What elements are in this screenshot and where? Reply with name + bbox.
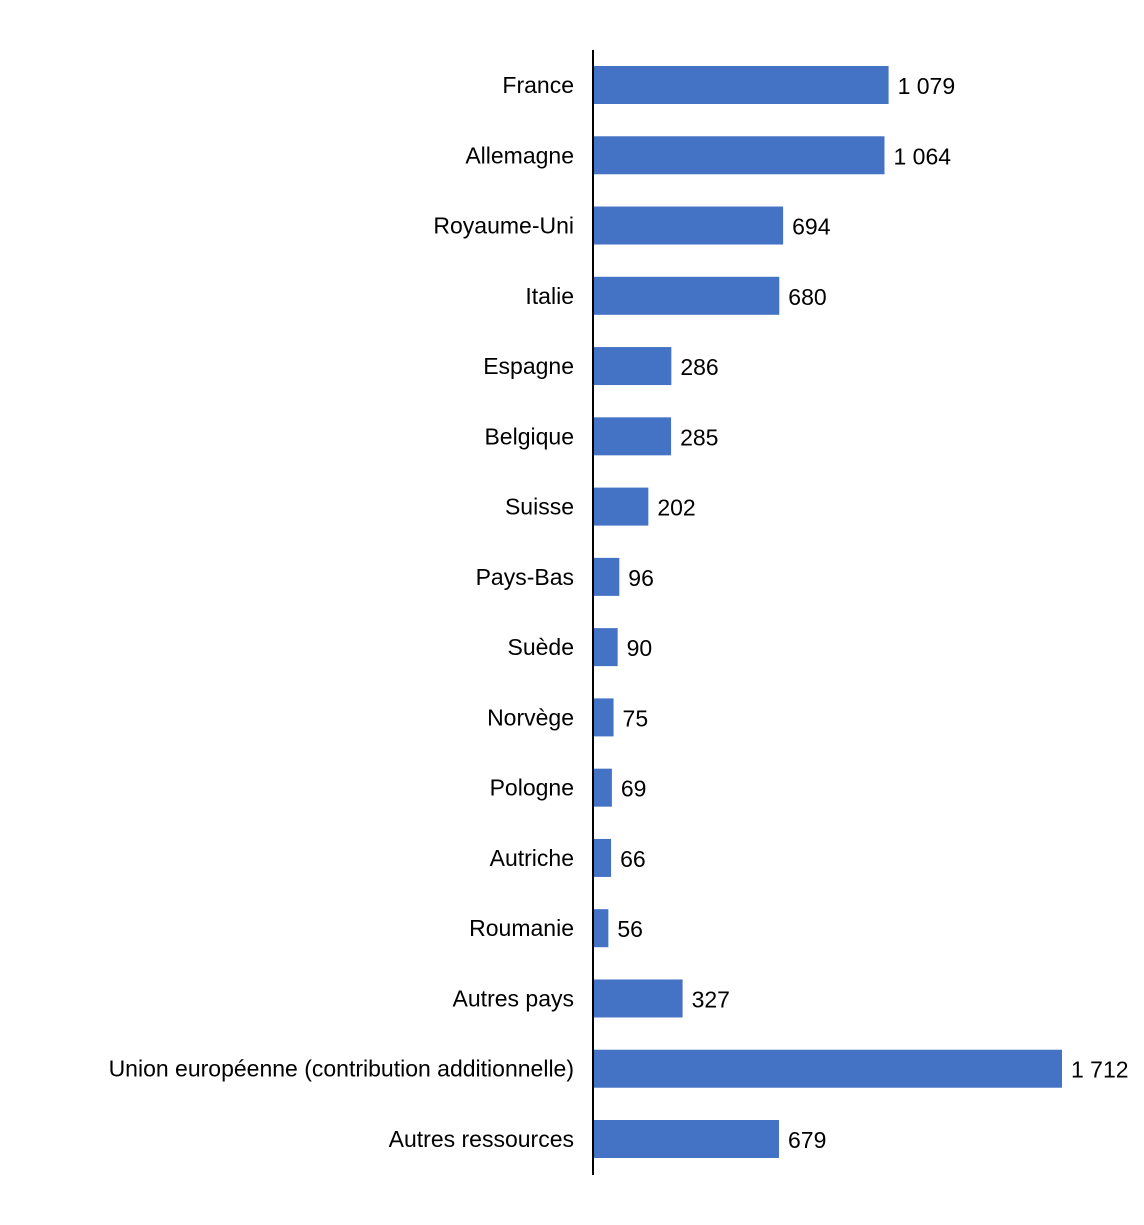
- value-label: 56: [617, 916, 643, 942]
- value-label: 286: [680, 354, 718, 380]
- category-label: Espagne: [483, 353, 574, 379]
- bar: [593, 276, 780, 315]
- bar: [593, 628, 618, 667]
- category-label: Union européenne (contribution additionn…: [109, 1056, 574, 1082]
- bar: [593, 417, 672, 456]
- category-label: Pays-Bas: [476, 564, 574, 590]
- bar: [593, 487, 649, 526]
- bar: [593, 1120, 780, 1158]
- value-label: 1 712: [1071, 1057, 1129, 1083]
- category-label: Italie: [525, 283, 574, 309]
- category-label: Autres pays: [453, 985, 574, 1011]
- category-label: Suisse: [505, 494, 574, 520]
- bar: [593, 206, 784, 245]
- value-label: 96: [628, 565, 654, 591]
- value-label: 69: [621, 776, 647, 802]
- value-label: 694: [792, 214, 831, 240]
- category-label: Autriche: [490, 845, 574, 871]
- bar: [593, 838, 612, 877]
- bar: [593, 1049, 1062, 1088]
- category-label: Roumanie: [469, 915, 574, 941]
- bar: [593, 768, 612, 807]
- bar: [593, 909, 609, 948]
- value-label: 75: [623, 705, 649, 731]
- value-label: 679: [788, 1127, 826, 1153]
- bar: [593, 347, 672, 386]
- category-label: Autres ressources: [389, 1126, 574, 1152]
- category-label: Belgique: [484, 423, 574, 449]
- category-label: Allemagne: [465, 142, 574, 168]
- value-label: 202: [657, 495, 695, 521]
- value-label: 1 079: [898, 73, 956, 99]
- value-label: 680: [788, 284, 826, 310]
- value-label: 66: [620, 846, 646, 872]
- category-label: France: [502, 72, 574, 98]
- category-label: Suède: [507, 634, 574, 660]
- bar: [593, 698, 614, 737]
- value-label: 327: [692, 986, 730, 1012]
- value-label: 90: [627, 635, 653, 661]
- value-label: 1 064: [893, 143, 951, 169]
- bar: [593, 979, 683, 1018]
- bar: [593, 136, 885, 175]
- bar: [593, 557, 620, 596]
- bar: [593, 66, 889, 104]
- value-label: 285: [680, 424, 718, 450]
- category-label: Pologne: [490, 775, 574, 801]
- category-label: Royaume-Uni: [433, 213, 574, 239]
- category-label: Norvège: [487, 704, 574, 730]
